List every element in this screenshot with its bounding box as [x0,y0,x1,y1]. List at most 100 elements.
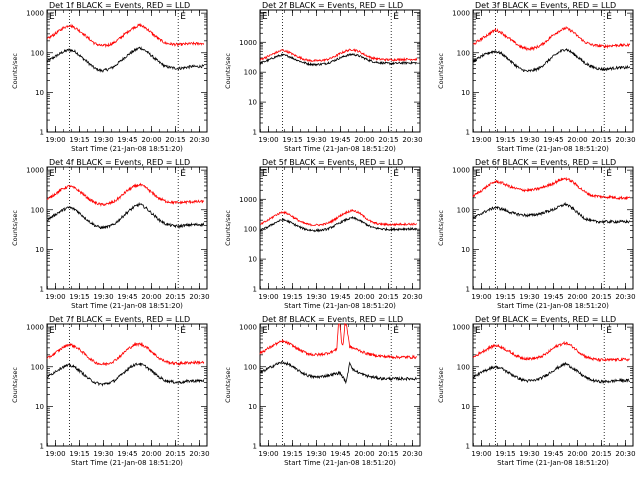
y-tick-label: 10 [248,256,257,264]
x-tick-label: 20:15 [591,293,611,301]
x-tick-label: 20:30 [402,136,422,144]
x-axis-label: Start Time (21-Jan-08 18:51:20) [71,459,183,467]
panel-title: Det 2f BLACK = Events, RED = LLD [262,1,403,10]
x-tick-label: 20:00 [354,136,374,144]
x-axis-label: Start Time (21-Jan-08 18:51:20) [71,302,183,310]
y-axis-label: Counts/sec [224,53,232,89]
plot-frame [259,323,421,447]
x-axis-label: Start Time (21-Jan-08 18:51:20) [497,302,609,310]
plot-frame [472,166,634,290]
panel-det-8: Det 8f BLACK = Events, RED = LLD 1 10 100 10… [224,315,423,467]
x-tick-label: 19:15 [495,450,515,458]
x-axis-label: Start Time (21-Jan-08 18:51:20) [284,459,396,467]
x-tick-label: 20:00 [141,136,161,144]
series-line-events [472,201,631,225]
y-tick-label: 100 [244,226,257,234]
x-axis-label: Start Time (21-Jan-08 18:51:20) [284,145,396,153]
x-tick-label: 19:15 [282,136,302,144]
series-line-events [259,361,418,385]
x-tick-label: 19:00 [45,293,65,301]
edge-marker-label: E [606,12,612,22]
y-tick-label: 10 [461,89,470,97]
y-tick-label: 10 [35,246,44,254]
x-tick-label: 19:00 [471,293,491,301]
y-axis: 1 10 100 1000 Counts/sec [224,324,420,451]
x-tick-label: 19:30 [306,450,326,458]
y-axis: 1 10 100 1000 Counts/sec [437,10,633,137]
series-line-lld [46,182,205,207]
y-tick-label: 100 [31,363,44,371]
x-tick-label: 19:00 [45,136,65,144]
edge-marker-label: E [393,169,399,179]
panel-title: Det 4f BLACK = Events, RED = LLD [49,158,190,167]
x-tick-label: 20:30 [615,136,635,144]
y-axis: 1 10 100 1000 Counts/sec [11,10,207,137]
x-tick-label: 19:30 [519,293,539,301]
edge-marker-label: E [606,169,612,179]
x-tick-label: 20:00 [567,293,587,301]
x-axis: 19:00 19:15 19:30 19:45 20:00 20:15 20:30 Start… [258,167,423,310]
x-axis: 19:00 19:15 19:30 19:45 20:00 20:15 20:30 Start… [45,167,210,310]
y-tick-label: 1000 [452,167,470,175]
x-tick-label: 19:15 [69,136,89,144]
x-tick-label: 20:15 [591,136,611,144]
x-tick-label: 19:30 [519,450,539,458]
panel-det-5: Det 5f BLACK = Events, RED = LLD 1 10 100 10… [224,158,423,310]
y-tick-label: 1 [253,286,257,294]
x-tick-label: 19:30 [93,136,113,144]
x-axis: 19:00 19:15 19:30 19:45 20:00 20:15 20:30 Start… [258,10,423,153]
y-axis: 1 10 100 1000 Counts/sec [437,167,633,294]
x-tick-label: 20:30 [615,450,635,458]
y-axis-label: Counts/sec [11,367,19,403]
x-tick-label: 19:30 [519,136,539,144]
x-tick-label: 20:00 [567,450,587,458]
x-axis: 19:00 19:15 19:30 19:45 20:00 20:15 20:30 Start… [258,324,423,467]
y-axis: 1 10 100 1000 Counts/sec [11,167,207,294]
y-tick-label: 1 [466,286,470,294]
series-line-lld [472,340,631,363]
x-tick-label: 19:15 [69,293,89,301]
panel-title: Det 1f BLACK = Events, RED = LLD [49,1,190,10]
x-tick-label: 19:15 [282,293,302,301]
x-tick-label: 19:45 [543,136,563,144]
y-tick-label: 1 [466,443,470,451]
series-line-events [46,362,205,387]
series-line-events [46,201,205,230]
series-line-events [472,361,630,384]
y-tick-label: 1000 [239,39,257,47]
y-tick-label: 1 [40,286,44,294]
x-tick-label: 20:15 [378,136,398,144]
edge-marker-label: E [180,326,186,336]
y-axis-label: Counts/sec [11,210,19,246]
y-tick-label: 100 [457,49,470,57]
edge-marker-label: E [180,169,186,179]
y-axis-label: Counts/sec [437,53,445,89]
y-axis-label: Counts/sec [224,210,232,246]
x-tick-label: 20:30 [402,293,422,301]
y-tick-label: 100 [31,206,44,214]
x-tick-label: 20:15 [378,293,398,301]
edge-marker-label: E [475,12,481,22]
y-tick-label: 10 [461,403,470,411]
plot-frame [472,323,634,447]
x-tick-label: 20:15 [165,136,185,144]
y-tick-label: 1000 [26,324,44,332]
y-tick-label: 10 [248,99,257,107]
edge-marker-label: E [606,326,612,336]
plot-frame [46,323,208,447]
plot-frame [46,9,208,133]
y-axis: 1 10 100 1000 Counts/sec [224,12,420,137]
panel-det-2: Det 2f BLACK = Events, RED = LLD 1 10 100 10… [224,1,423,153]
series-line-lld [472,25,631,52]
x-tick-label: 19:45 [117,450,137,458]
y-axis: 1 10 100 1000 Counts/sec [224,169,420,294]
x-tick-label: 19:00 [471,450,491,458]
y-tick-label: 1000 [26,10,44,18]
series-line-events [259,53,417,67]
x-tick-label: 20:00 [354,450,374,458]
y-tick-label: 1 [253,443,257,451]
edge-marker-label: E [262,169,268,179]
series-line-lld [46,22,205,48]
y-tick-label: 10 [461,246,470,254]
